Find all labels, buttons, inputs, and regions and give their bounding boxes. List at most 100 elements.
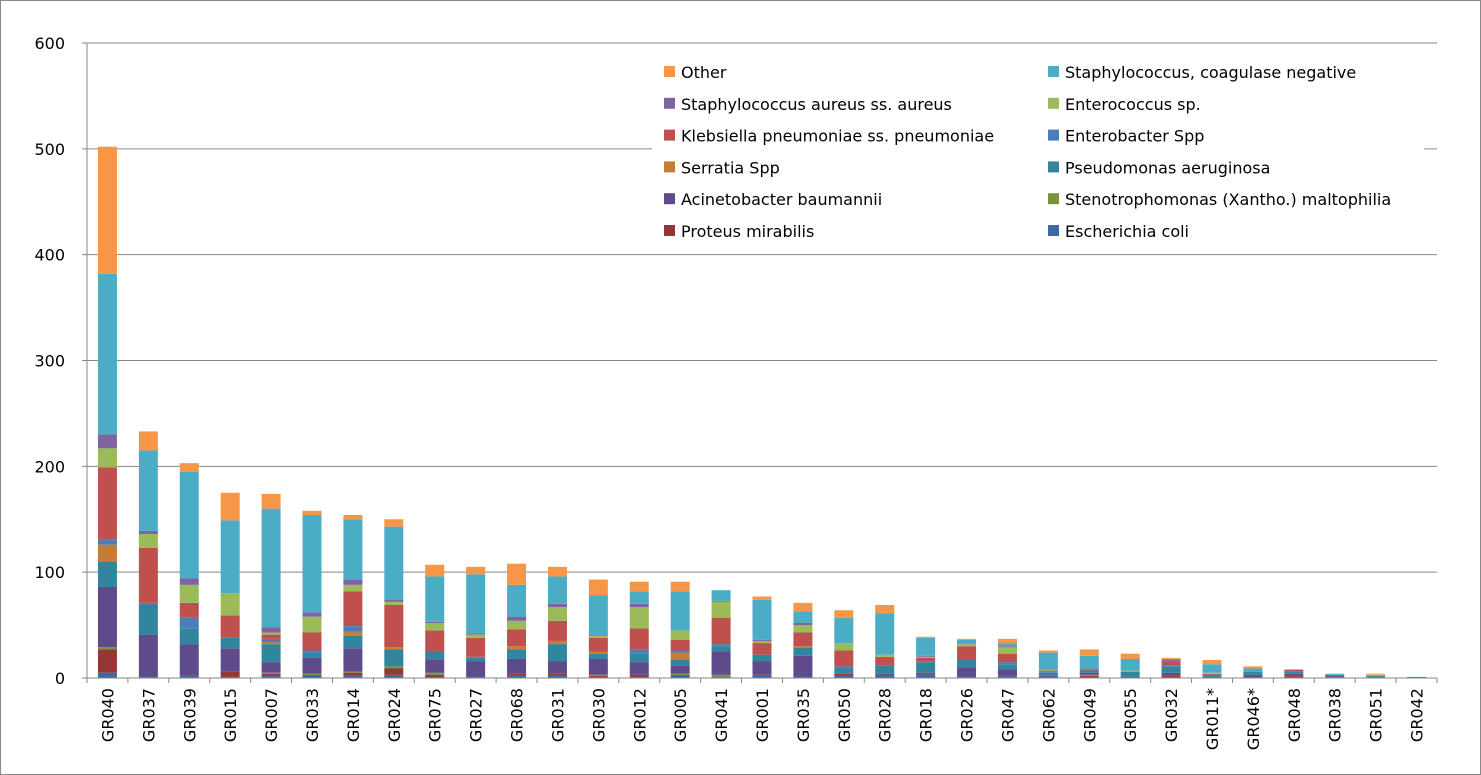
bar-segment [1079, 672, 1099, 675]
bar-segment [752, 640, 772, 644]
bar-segment [507, 658, 527, 674]
x-tick-label: GR055 [1121, 688, 1140, 742]
bar-segment [1079, 675, 1099, 677]
x-tick-label: GR018 [917, 688, 936, 742]
bar-segment [384, 526, 404, 600]
bar-segment [179, 578, 199, 585]
bar-segment [957, 660, 977, 668]
bar-segment [957, 676, 977, 678]
bar-segment [1325, 673, 1345, 675]
bar-segment [588, 634, 608, 636]
bar-segment [875, 665, 895, 674]
bar-segment [793, 632, 813, 647]
bar-segment [1161, 676, 1181, 678]
bar-segment [507, 673, 527, 676]
bar-stack-GR001 [752, 596, 772, 678]
bar-segment [220, 676, 240, 678]
bar-stack-GR005 [670, 581, 690, 678]
legend-swatch [1048, 193, 1059, 205]
bar-segment [138, 547, 158, 603]
bar-segment [916, 675, 936, 678]
bar-segment [261, 632, 281, 635]
bar-segment [752, 643, 772, 655]
legend-label: Proteus mirabilis [681, 222, 814, 241]
bar-segment [1161, 665, 1181, 667]
bar-segment [343, 515, 363, 520]
bar-segment [425, 674, 445, 677]
x-tick-labels: GR040 GR037 GR039 GR015 GR007 GR033 GR014 GR024… [98, 688, 1426, 750]
bar-segment [629, 581, 649, 592]
bar-segment [261, 634, 281, 639]
bar-segment [220, 648, 240, 672]
bar-segment [588, 651, 608, 654]
bar-segment [1079, 674, 1099, 676]
bar-segment [97, 647, 117, 650]
bar-segment [343, 626, 363, 632]
bar-segment [711, 644, 731, 647]
legend: Other Staphylococcus, coagulase negative S… [652, 58, 1424, 250]
bar-segment [1038, 675, 1058, 677]
bar-segment [425, 651, 445, 661]
bar-segment [1202, 673, 1222, 675]
bar-segment [261, 627, 281, 633]
bar-segment [834, 610, 854, 618]
x-tick-label: GR033 [303, 688, 322, 742]
bar-segment [875, 673, 895, 676]
bar-segment [1202, 674, 1222, 677]
bar-segment [997, 638, 1017, 644]
legend-label: Other [681, 63, 727, 82]
bar-segment [138, 602, 158, 605]
bar-segment [711, 646, 731, 652]
bar-segment [138, 634, 158, 677]
bar-segment [343, 591, 363, 627]
bar-segment [834, 668, 854, 674]
bar-segment [425, 564, 445, 577]
bar-segment [1243, 676, 1263, 678]
bar-segment [1079, 670, 1099, 673]
bar-segment [588, 579, 608, 596]
axes [82, 42, 1438, 683]
bar-segment [261, 642, 281, 645]
bar-segment [384, 649, 404, 667]
bar-segment [261, 673, 281, 676]
bar-segment [384, 674, 404, 678]
bar-segment [1161, 661, 1181, 666]
bar-segment [507, 646, 527, 650]
legend-item: Enterococcus sp. [1048, 95, 1201, 114]
bar-stack-GR040 [97, 146, 117, 678]
bar-segment [670, 581, 690, 592]
bar-segment [302, 612, 322, 617]
bar-segment [384, 666, 404, 669]
x-tick-label: GR031 [548, 688, 567, 742]
bar-segment [343, 635, 363, 649]
y-tick-label: 600 [34, 34, 65, 53]
x-tick-label: GR011* [1203, 688, 1222, 750]
bar-segment [793, 647, 813, 656]
bar-segment [384, 647, 404, 650]
bar-segment [1120, 653, 1140, 659]
bar-segment [1284, 676, 1304, 678]
bar-segment [1038, 670, 1058, 672]
bar-segment [1120, 671, 1140, 677]
legend-label: Serratia Spp [681, 158, 780, 177]
bar-segment [1079, 669, 1099, 671]
bar-segment [875, 675, 895, 678]
bar-segment [97, 561, 117, 587]
bar-segment [1243, 671, 1263, 675]
bar-segment [1161, 666, 1181, 673]
y-tick-label: 300 [34, 352, 65, 371]
bar-segment [670, 652, 690, 661]
y-tick-label: 100 [34, 563, 65, 582]
bar-segment [1038, 669, 1058, 671]
bar-segment [179, 471, 199, 579]
bar-stack-GR062 [1038, 650, 1058, 678]
bar-segment [179, 675, 199, 678]
bar-segment [179, 628, 199, 645]
bar-segment [875, 604, 895, 614]
legend-label: Escherichia coli [1065, 222, 1189, 241]
bar-segment [1243, 666, 1263, 669]
bar-segment [1079, 649, 1099, 656]
bar-segment [1120, 676, 1140, 678]
bar-segment [629, 676, 649, 678]
bar-segment [670, 674, 690, 676]
